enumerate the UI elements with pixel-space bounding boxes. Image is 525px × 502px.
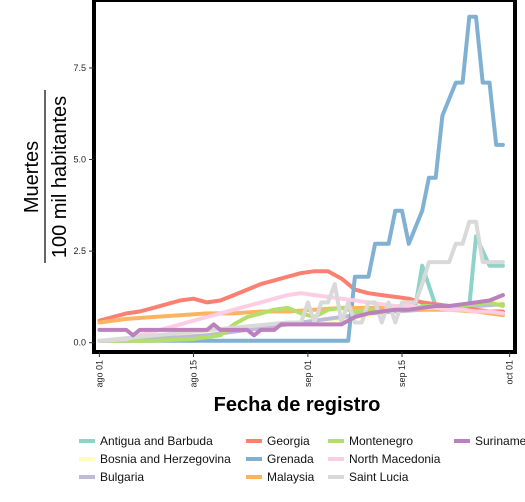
x-tick-label: oct 01: [505, 360, 515, 385]
x-tick-label: ago 01: [94, 360, 104, 388]
plot-panel-border: [92, 0, 517, 354]
legend-item: Georgia: [246, 434, 310, 448]
x-axis-title: Fecha de registro: [214, 394, 381, 416]
x-tick-label: sep 01: [303, 360, 313, 387]
legend-label: Georgia: [267, 434, 310, 448]
y-tick-label: 0.0: [73, 338, 86, 348]
series-line-suriname: [97, 293, 505, 338]
legend-item: Montenegro: [328, 434, 413, 448]
legend-label: Bosnia and Herzegovina: [100, 452, 231, 466]
x-tick-label: ago 15: [189, 360, 199, 388]
y-tick-label: 7.5: [73, 63, 86, 73]
plot-lines: [97, 14, 505, 343]
legend-label: Bulgaria: [100, 470, 144, 484]
series-line-saint-lucia: [97, 219, 505, 343]
legend-item: Saint Lucia: [328, 470, 409, 484]
y-tick-label: 2.5: [73, 246, 86, 256]
x-axis: ago 01 ago 15 sep 01 sep 15 oct 01: [94, 352, 515, 388]
legend-item: Antigua and Barbuda: [79, 434, 213, 448]
legend-label: North Macedonia: [349, 452, 441, 466]
x-tick-label: sep 15: [397, 360, 407, 387]
legend-label: Malaysia: [267, 470, 315, 484]
y-tick-label: 5.0: [73, 155, 86, 165]
y-axis-title-denominator: 100 mil habitantes: [49, 96, 71, 258]
legend-label: Montenegro: [349, 434, 413, 448]
series-line-grenada: [97, 14, 505, 343]
legend-label: Suriname: [475, 434, 525, 448]
legend-item: Bosnia and Herzegovina: [79, 452, 231, 466]
legend-item: Malaysia: [246, 470, 315, 484]
legend-item: North Macedonia: [328, 452, 441, 466]
legend: Antigua and Barbuda Bosnia and Herzegovin…: [79, 434, 525, 484]
legend-label: Saint Lucia: [349, 470, 409, 484]
legend-label: Grenada: [267, 452, 314, 466]
legend-item: Suriname: [454, 434, 525, 448]
legend-label: Antigua and Barbuda: [100, 434, 213, 448]
legend-item: Grenada: [246, 452, 314, 466]
legend-item: Bulgaria: [79, 470, 144, 484]
y-axis-title: Muertes 100 mil habitantes: [21, 90, 71, 263]
y-axis: 0.0 2.5 5.0 7.5: [73, 63, 94, 348]
y-axis-title-numerator: Muertes: [21, 141, 43, 213]
